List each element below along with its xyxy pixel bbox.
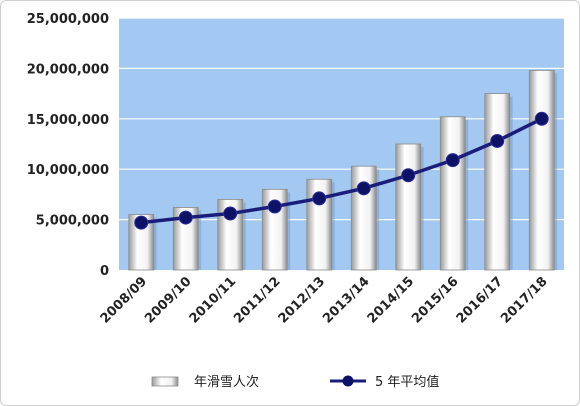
x-tick-label: 2008/09 bbox=[98, 274, 150, 326]
y-axis-ticks: 0 5,000,000 10,000,000 15,000,000 20,000,000… bbox=[27, 12, 109, 279]
line-point bbox=[534, 111, 549, 126]
y-tick-label: 15,000,000 bbox=[27, 113, 109, 128]
line-point bbox=[223, 206, 238, 221]
x-tick-label: 2009/10 bbox=[142, 274, 194, 326]
line-point bbox=[401, 168, 416, 183]
bar bbox=[395, 143, 422, 271]
bar bbox=[261, 188, 288, 271]
x-tick-label: 2015/16 bbox=[409, 274, 461, 326]
x-tick-label: 2012/13 bbox=[276, 274, 328, 326]
legend-bar-label: 年滑雪人次 bbox=[194, 374, 259, 390]
x-tick-label: 2013/14 bbox=[320, 274, 372, 326]
line-path bbox=[141, 117, 543, 225]
line-point bbox=[445, 153, 460, 168]
bar bbox=[350, 165, 377, 271]
line-series bbox=[134, 111, 549, 230]
x-tick-label: 2010/11 bbox=[187, 274, 239, 326]
x-axis-ticks: 2008/092009/102010/112011/122012/132013/… bbox=[98, 274, 551, 326]
y-tick-label: 0 bbox=[100, 264, 109, 279]
line-point bbox=[356, 181, 371, 196]
line-point bbox=[178, 210, 193, 225]
x-tick-label: 2016/17 bbox=[454, 274, 506, 326]
bar bbox=[484, 93, 511, 271]
line-point bbox=[134, 215, 149, 230]
legend-bar-swatch bbox=[151, 376, 179, 387]
legend-line-label: 5 年平均值 bbox=[375, 374, 439, 390]
y-tick-label: 5,000,000 bbox=[36, 214, 109, 229]
x-tick-label: 2011/12 bbox=[231, 274, 283, 326]
y-tick-label: 20,000,000 bbox=[27, 62, 109, 77]
line-point bbox=[312, 191, 327, 206]
line-point bbox=[267, 199, 282, 214]
x-tick-label: 2017/18 bbox=[498, 274, 550, 326]
bar bbox=[439, 116, 466, 271]
line-point bbox=[490, 133, 505, 148]
legend: 年滑雪人次 5 年平均值 bbox=[151, 374, 439, 390]
legend-line-marker bbox=[342, 375, 354, 387]
x-tick-label: 2014/15 bbox=[365, 274, 417, 326]
y-tick-label: 25,000,000 bbox=[27, 12, 109, 27]
y-tick-label: 10,000,000 bbox=[27, 163, 109, 178]
bar bbox=[528, 70, 555, 271]
